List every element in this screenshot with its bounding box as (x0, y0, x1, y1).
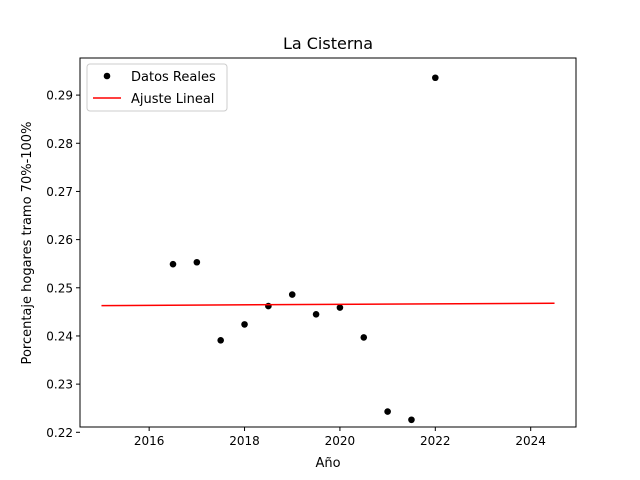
fit-line (101, 302, 555, 307)
x-tick-label: 2024 (515, 434, 546, 448)
plot-frame (79, 57, 577, 428)
y-tick-label: 0.25 (46, 281, 73, 295)
data-point (241, 321, 248, 328)
chart-title: La Cisterna (283, 34, 373, 53)
x-axis: 2016 2018 2020 2022 2024 (134, 427, 546, 448)
x-tick-label: 2020 (325, 434, 356, 448)
legend-point-marker (103, 72, 111, 80)
data-point (288, 291, 296, 298)
y-tick-label: 0.22 (46, 426, 73, 440)
y-axis: 0.22 0.23 0.24 0.25 0.26 0.27 0.28 0.29 (46, 89, 80, 440)
y-tick-label: 0.27 (46, 185, 73, 199)
legend-label: Ajuste Lineal (131, 92, 214, 107)
data-point (217, 336, 224, 344)
x-tick-label: 2016 (134, 434, 165, 448)
y-axis-label: Porcentaje hogares tramo 70%-100% (20, 122, 35, 365)
legend-box (86, 63, 228, 112)
y-tick-label: 0.23 (46, 378, 73, 392)
y-tick-label: 0.28 (46, 137, 73, 151)
y-tick-label: 0.26 (46, 233, 73, 247)
data-point (169, 260, 177, 268)
data-point (384, 408, 391, 415)
data-point (408, 416, 415, 424)
data-point (312, 310, 320, 318)
legend-label: Datos Reales (131, 70, 216, 85)
plot-area (79, 57, 577, 428)
data-point (432, 74, 439, 82)
x-axis-label: Año (315, 456, 340, 471)
x-tick-label: 2022 (420, 434, 451, 448)
y-tick-label: 0.24 (46, 329, 73, 343)
data-point (265, 302, 272, 310)
data-point (336, 304, 344, 311)
data-point (193, 258, 201, 266)
x-tick-label: 2018 (229, 434, 260, 448)
data-point (360, 334, 368, 341)
y-tick-label: 0.29 (46, 89, 73, 103)
legend: Datos Reales Ajuste Lineal (86, 63, 228, 112)
